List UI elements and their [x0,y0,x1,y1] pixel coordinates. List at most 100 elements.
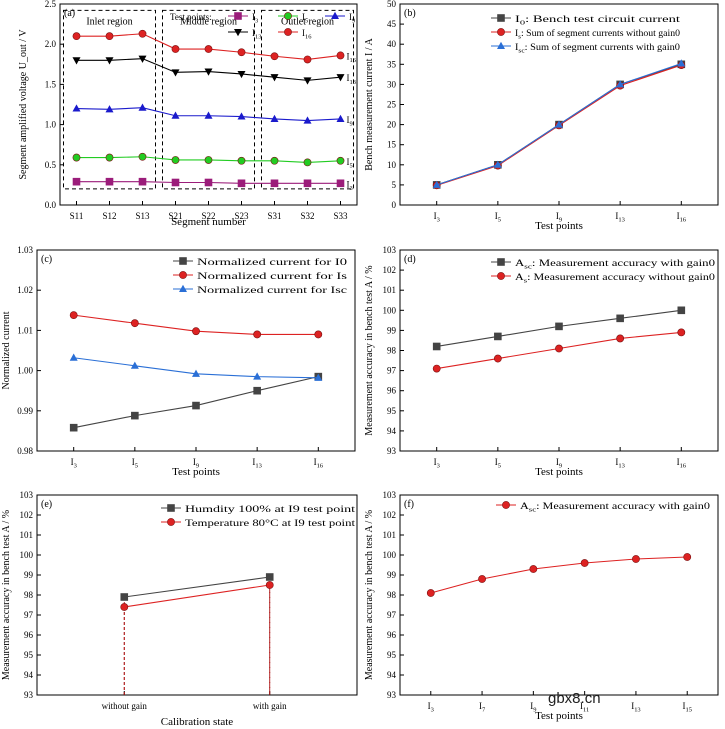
y-tick-label: 93 [24,690,34,700]
data-point [138,55,147,63]
x-axis-label: Test points [535,466,583,478]
y-axis-label: Measurement accuracy in bench test A / % [364,510,375,680]
plot-frame [399,494,719,696]
x-tick-label: I9 [556,457,562,470]
y-tick-label: 0.0 [45,200,57,210]
y-tick-label: 20 [387,120,397,130]
data-point [314,330,323,339]
series-b-2 [432,59,686,188]
legend-marker [502,501,510,509]
x-tick-label: S23 [234,211,249,221]
data-point [72,32,81,41]
y-tick-label: 95 [24,650,34,660]
y-tick-label: 15 [387,140,397,150]
data-point [426,589,435,597]
y-tick-label: 95 [387,650,397,660]
legend-label: Temperature 80°C at I9 test point [185,518,356,528]
region-label: Outlet region [281,16,334,27]
panel-label: (b) [404,8,416,19]
data-point [270,179,279,188]
data-point [192,369,200,377]
data-point [69,423,78,432]
x-axis-label: Test points [172,466,220,478]
y-tick-label: 100 [383,305,397,315]
y-tick-label: 99 [387,570,397,580]
series-f-0 [426,553,692,597]
data-point [105,32,114,41]
x-tick-label: S32 [300,211,314,221]
series-end-label: I9 [347,115,353,128]
legend-title: Test points: [170,12,212,22]
data-point [171,178,180,187]
legend-marker [497,258,505,266]
data-point [237,156,246,165]
y-tick-label: 96 [387,630,397,640]
legend-marker [179,257,187,265]
y-tick-label: 0.99 [17,406,33,416]
y-tick-label: 10 [387,160,397,170]
y-tick-label: 45 [387,19,397,29]
legend-label: I5 [302,12,308,25]
data-point [204,156,213,164]
x-tick-label: I13 [615,457,624,470]
panel-label: (e) [41,499,52,510]
x-axis-label: Test points [535,710,583,722]
y-tick-label: 94 [387,426,397,436]
data-point [677,306,686,315]
y-tick-label: 103 [383,490,397,500]
x-tick-label: I3 [428,701,434,714]
y-tick-label: 5 [392,180,397,190]
x-tick-label: I9 [530,701,536,714]
data-point [616,80,625,88]
series-d-1 [432,328,686,373]
legend-marker [497,14,505,22]
y-tick-label: 1.03 [17,245,33,255]
y-tick-label: 100 [20,550,34,560]
data-point [683,553,692,561]
data-point [237,179,246,188]
data-point [336,74,345,82]
y-tick-label: 97 [24,610,34,620]
data-point [69,353,78,361]
data-point [432,342,441,351]
x-tick-label: I5 [132,457,138,470]
data-point [336,51,345,60]
x-tick-label: I15 [682,701,691,714]
panel-label: (a) [64,8,75,19]
panel-a: 0.0 0.5 1.0 1.5 2.0 2.5 S11 S12 S13 S21 S22 S23 S31 S… [18,0,358,228]
data-point [580,559,589,567]
legend-marker [179,284,187,292]
panel-f: 93 94 95 96 97 98 99 100 101 102 103 I3 I7 I9 I11 I13 I1… [364,490,719,722]
series-line [430,556,688,594]
legend-label: Normalized current for Is [197,271,348,281]
legend-marker [331,11,339,19]
y-tick-label: 2.5 [45,0,57,9]
panel-e: 93 94 95 96 97 98 99 100 101 102 103 without gain wi… [1,490,358,728]
data-point [336,114,345,122]
y-tick-label: 0.5 [45,160,57,170]
data-point [72,153,81,162]
data-point [270,114,279,122]
legend-label: I13 [252,28,261,41]
y-tick-label: 94 [387,670,397,680]
x-tick-label: S31 [267,211,281,221]
legend-marker [167,504,175,512]
legend-label: Normalized current for I0 [197,257,348,267]
series-a-2: I9 [72,103,353,128]
data-point [204,111,213,119]
data-point [555,322,563,331]
x-tick-label: S33 [333,211,348,221]
data-point [138,103,147,111]
data-point [265,573,274,581]
data-point [192,327,200,336]
region-label: Inlet region [86,16,132,27]
data-point [204,178,213,187]
plot-frame [59,3,358,206]
panel-b: 0 5 10 15 20 25 30 35 40 45 50 I3 I5 I9 I13 I16 Test poi… [364,0,719,232]
y-axis-label: Segment amplified voltage U_out / V [18,29,29,180]
y-tick-label: 102 [383,265,397,275]
legend-label: Is: Sum of segment currents without gain… [515,28,681,41]
x-axis-label: Segment number [171,216,246,228]
